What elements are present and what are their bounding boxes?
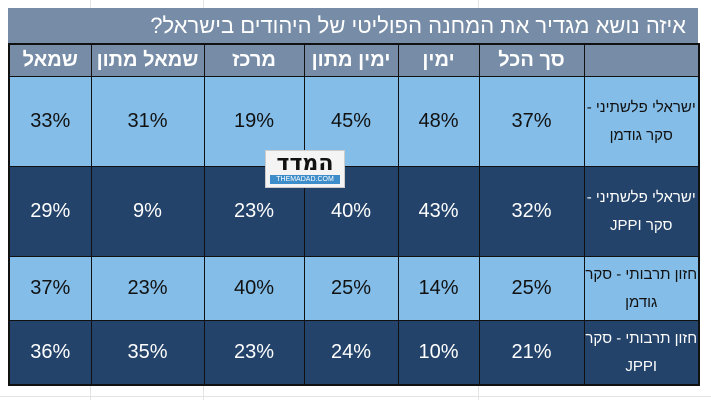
value-cell: 9%: [90, 166, 205, 257]
value-cell: 40%: [203, 256, 305, 321]
value-cell: 32%: [478, 166, 585, 257]
value-cell: 36%: [8, 320, 92, 386]
value-cell: 21%: [478, 320, 585, 386]
themadad-logo: המדד THEMADAD.COM: [265, 150, 345, 188]
value-cell: 14%: [397, 256, 480, 321]
poll-table: סך הכל ימין ימין מתון מרכז שמאל מתון שמא…: [8, 43, 700, 386]
value-cell: 35%: [90, 320, 205, 386]
header-cell-center: מרכז: [203, 43, 305, 77]
table-row: ישראלי פלשתיני - סקר JPPI 32% 43% 40% 23…: [8, 166, 700, 257]
header-cell-right: ימין: [397, 43, 480, 77]
value-cell: 23%: [203, 320, 305, 386]
header-cell-moderate-right: ימין מתון: [303, 43, 399, 77]
value-cell: 24%: [303, 320, 399, 386]
table-title: איזה נושא מגדיר את המחנה הפוליטי של היהו…: [8, 8, 698, 43]
header-cell-moderate-left: שמאל מתון: [90, 43, 205, 77]
value-cell: 25%: [478, 256, 585, 321]
table-row: חזון תרבותי - סקר גודמן 25% 14% 25% 40% …: [8, 256, 700, 321]
header-cell-label: [583, 43, 700, 77]
value-cell: 43%: [397, 166, 480, 257]
value-cell: 29%: [8, 166, 92, 257]
value-cell: 33%: [8, 76, 92, 167]
row-label: ישראלי פלשתיני - סקר גודמן: [583, 76, 700, 167]
sheet-gridline: [0, 396, 711, 397]
value-cell: 10%: [397, 320, 480, 386]
value-cell: 37%: [8, 256, 92, 321]
header-row: סך הכל ימין ימין מתון מרכז שמאל מתון שמא…: [8, 43, 700, 77]
value-cell: 37%: [478, 76, 585, 167]
value-cell: 23%: [90, 256, 205, 321]
table-row: חזון תרבותי - סקר JPPI 21% 10% 24% 23% 3…: [8, 320, 700, 386]
logo-text: המדד: [276, 151, 334, 176]
header-cell-total: סך הכל: [478, 43, 585, 77]
row-label: חזון תרבותי - סקר JPPI: [583, 320, 700, 386]
logo-subtext: THEMADAD.COM: [270, 175, 340, 184]
row-label: ישראלי פלשתיני - סקר JPPI: [583, 166, 700, 257]
header-cell-left: שמאל: [8, 43, 92, 77]
value-cell: 25%: [303, 256, 399, 321]
value-cell: 31%: [90, 76, 205, 167]
value-cell: 48%: [397, 76, 480, 167]
row-label: חזון תרבותי - סקר גודמן: [583, 256, 700, 321]
table-row: ישראלי פלשתיני - סקר גודמן 37% 48% 45% 1…: [8, 76, 700, 167]
